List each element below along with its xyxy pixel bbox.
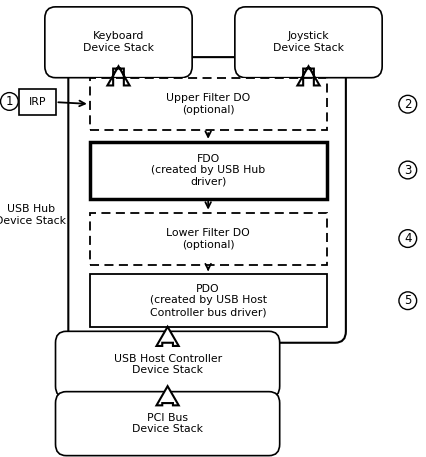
Text: USB Host Controller
Device Stack: USB Host Controller Device Stack <box>113 354 221 375</box>
Bar <box>19 89 55 115</box>
FancyBboxPatch shape <box>55 392 279 456</box>
Text: FDO
(created by USB Hub
driver): FDO (created by USB Hub driver) <box>151 154 265 187</box>
Text: USB Hub
Device Stack: USB Hub Device Stack <box>0 204 66 226</box>
Text: Joystick
Device Stack: Joystick Device Stack <box>272 32 343 53</box>
Text: PCI Bus
Device Stack: PCI Bus Device Stack <box>132 413 203 435</box>
Text: Upper Filter DO
(optional): Upper Filter DO (optional) <box>166 93 250 115</box>
Polygon shape <box>156 386 178 405</box>
Bar <box>89 78 326 130</box>
Text: PDO
(created by USB Host
Controller bus driver): PDO (created by USB Host Controller bus … <box>149 284 266 317</box>
Polygon shape <box>156 327 178 346</box>
Text: 1: 1 <box>6 95 13 108</box>
FancyBboxPatch shape <box>234 7 381 78</box>
Text: Keyboard
Device Stack: Keyboard Device Stack <box>83 32 154 53</box>
Text: 5: 5 <box>403 294 411 307</box>
Polygon shape <box>107 66 130 85</box>
Text: 4: 4 <box>403 232 411 245</box>
Bar <box>89 142 326 199</box>
Bar <box>89 213 326 265</box>
FancyBboxPatch shape <box>68 57 345 343</box>
FancyBboxPatch shape <box>45 7 192 78</box>
Polygon shape <box>296 66 319 85</box>
Text: 3: 3 <box>403 164 411 176</box>
Text: Lower Filter DO
(optional): Lower Filter DO (optional) <box>166 228 250 250</box>
Bar <box>89 274 326 327</box>
Text: IRP: IRP <box>29 97 46 107</box>
Text: 2: 2 <box>403 98 411 111</box>
FancyBboxPatch shape <box>55 331 279 398</box>
